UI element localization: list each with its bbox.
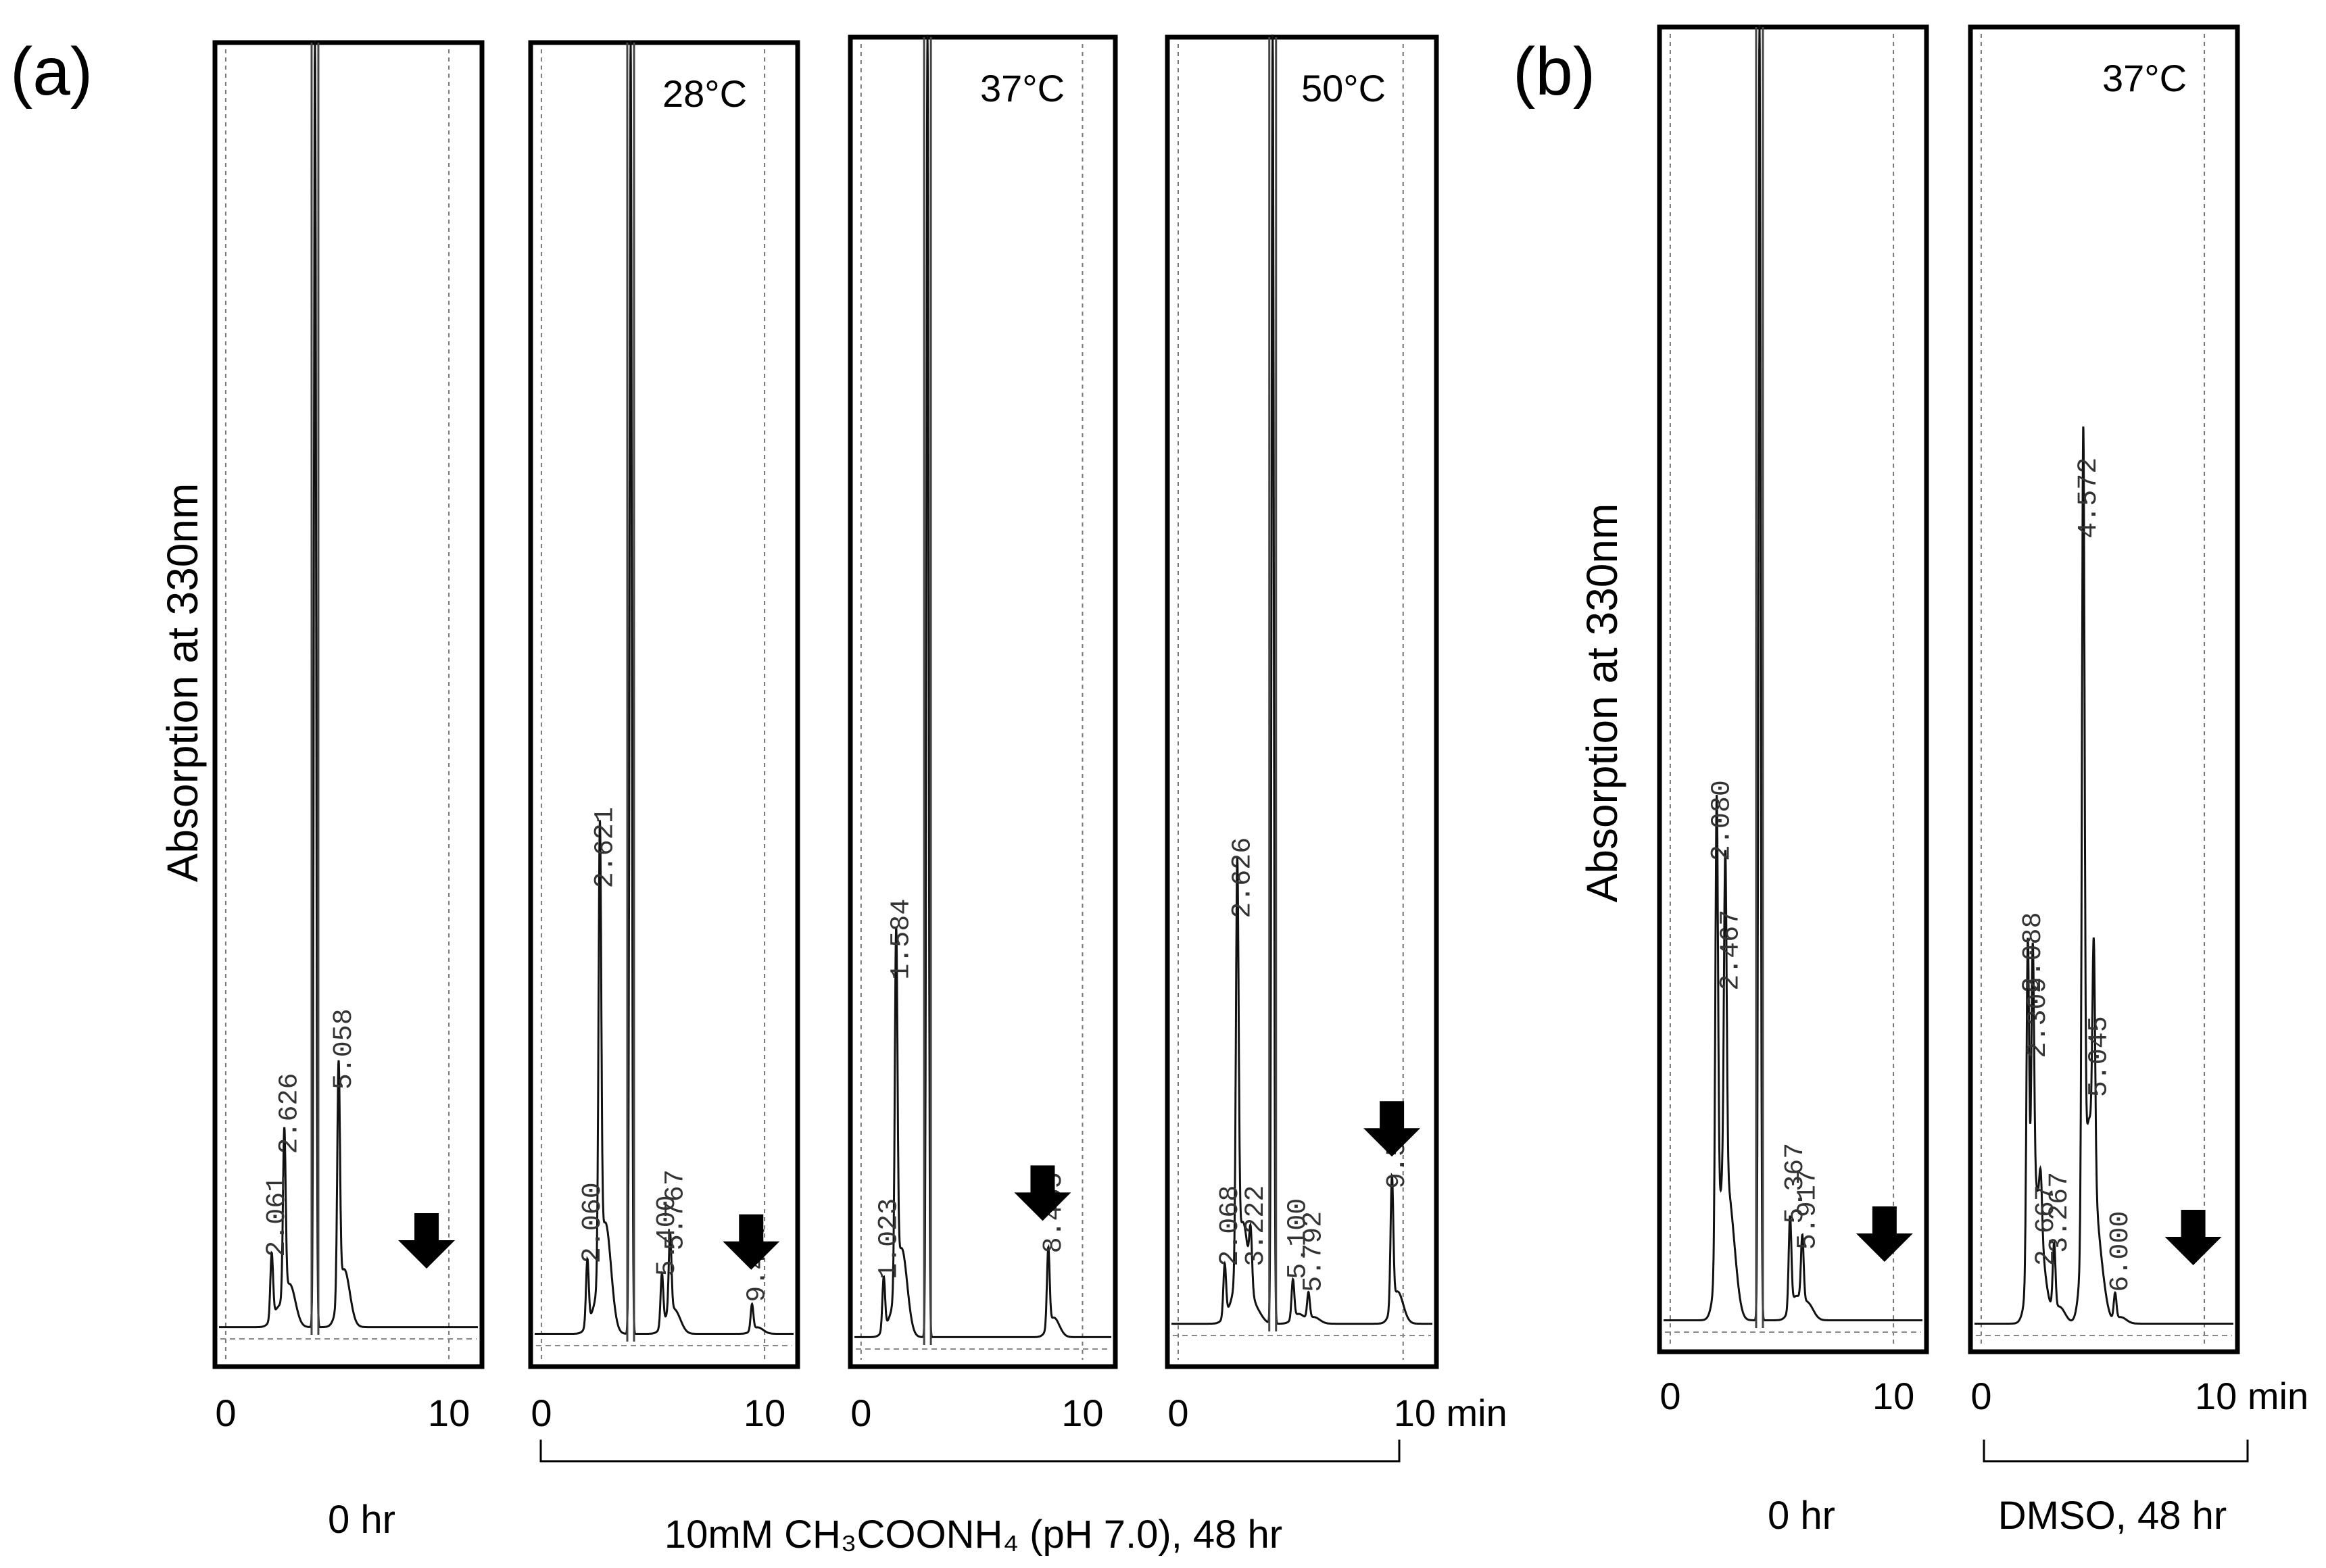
x-tick-label: 0 — [1970, 1375, 1991, 1417]
peak-label: 5.100 — [1284, 1198, 1314, 1279]
x-tick-label: 10 — [428, 1392, 470, 1434]
down-arrow-icon — [2164, 1210, 2222, 1265]
x-tick-label: 10 min — [2195, 1375, 2308, 1417]
peak-label: 1.023 — [874, 1198, 904, 1279]
peak-label: 5.045 — [2085, 1016, 2115, 1097]
bracket-panel-b-treatment — [1983, 1440, 2249, 1463]
down-arrow-icon — [1014, 1165, 1071, 1221]
peak-label: 2.060 — [578, 1182, 608, 1263]
peak-label: 2.088 — [2018, 912, 2049, 993]
peak-label: 2.467 — [1716, 910, 1746, 991]
peak-label: 2.309 — [2023, 977, 2054, 1058]
peak-label: 5.917 — [1793, 1169, 1823, 1250]
caption-a-0hr: 0 hr — [328, 1498, 395, 1542]
caption-b-0hr: 0 hr — [1768, 1494, 1835, 1538]
temperature-label: 50°C — [1301, 67, 1386, 109]
chromatogram-trace — [1664, 24, 1922, 1321]
peak-label: 2.667 — [2031, 1185, 2062, 1266]
chromatogram-trace — [854, 34, 1111, 1338]
chart-frame — [1657, 24, 1929, 1354]
x-tick-label: 0 — [850, 1392, 871, 1434]
temperature-label: 37°C — [980, 67, 1065, 109]
peak-label: 5.058 — [329, 1008, 360, 1089]
x-tick-label: 0 — [1167, 1392, 1188, 1434]
peak-label: 4.572 — [2074, 458, 2104, 539]
chart-frame — [848, 34, 1118, 1369]
panel-b-label: (b) — [1513, 34, 1595, 109]
chromatogram-trace — [535, 40, 794, 1335]
x-tick-label: 0 — [215, 1392, 236, 1434]
peak-label: 5.400 — [652, 1195, 683, 1276]
x-tick-label: 0 — [531, 1392, 552, 1434]
chromatogram-a-0hr: 2.061 2.626 5.058 0 10 — [212, 40, 485, 1434]
down-arrow-icon — [398, 1213, 456, 1269]
temperature-label: 37°C — [2102, 57, 2187, 99]
peak-label: 2.068 — [1215, 1185, 1246, 1267]
peak-label: 1.584 — [887, 899, 917, 980]
chromatogram-trace — [219, 40, 478, 1329]
panel-a-label: (a) — [10, 34, 93, 109]
down-arrow-icon — [723, 1214, 780, 1270]
chart-frame — [528, 40, 800, 1369]
peak-label: 6.000 — [2106, 1211, 2136, 1292]
down-arrow-icon — [1363, 1101, 1421, 1157]
peak-label: 2.080 — [1707, 780, 1738, 861]
peak-label: 5.792 — [1299, 1211, 1330, 1292]
caption-a-treatment: 10mM CH₃COONH₄ (pH 7.0), 48 hr — [664, 1513, 1282, 1557]
panel-a-ylabel: Absorption at 330nm — [158, 483, 207, 883]
bracket-panel-a-treatment — [539, 1440, 1401, 1463]
chromatogram-trace — [1974, 426, 2233, 1325]
down-arrow-icon — [1856, 1206, 1913, 1262]
x-tick-label: 10 — [1061, 1392, 1103, 1434]
x-tick-label: 10 min — [1394, 1392, 1507, 1434]
peak-label: 3.267 — [2045, 1172, 2075, 1253]
peak-label: 5.367 — [1780, 1143, 1811, 1224]
panel-b-ylabel: Absorption at 330nm — [1578, 504, 1626, 903]
chromatogram-trace — [1171, 34, 1432, 1325]
chart-frame — [1968, 24, 2240, 1354]
x-tick-label: 0 — [1659, 1375, 1680, 1417]
x-tick-label: 10 — [1872, 1375, 1914, 1417]
peak-label: 2.061 — [262, 1176, 293, 1257]
temperature-label: 28°C — [662, 72, 747, 115]
peak-label: 2.626 — [1228, 837, 1258, 918]
peak-label: 2.621 — [590, 807, 621, 888]
caption-b-treatment: DMSO, 48 hr — [1998, 1494, 2227, 1538]
x-tick-label: 10 — [744, 1392, 785, 1434]
peak-label: 5.767 — [660, 1169, 691, 1250]
peak-label: 2.626 — [275, 1073, 306, 1154]
chart-frame — [212, 40, 485, 1369]
peak-label: 3.222 — [1241, 1185, 1271, 1267]
